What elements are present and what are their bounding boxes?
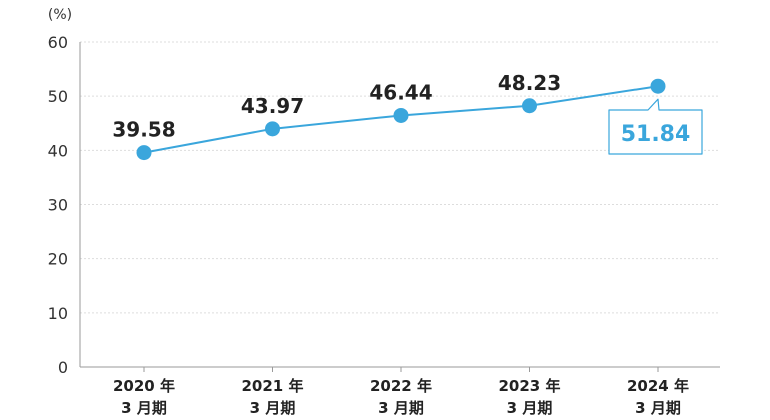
y-tick-label: 30 xyxy=(48,196,68,215)
x-category-period: 3 月期 xyxy=(121,399,167,417)
y-tick-label: 0 xyxy=(58,358,68,377)
data-point xyxy=(265,121,280,137)
data-point xyxy=(650,78,666,94)
data-label-highlight: 51.84 xyxy=(621,122,691,147)
y-unit-label: (%) xyxy=(48,7,72,23)
axes xyxy=(79,42,720,372)
y-tick-label: 20 xyxy=(48,250,68,269)
data-point xyxy=(522,98,537,114)
x-category-period: 3 月期 xyxy=(635,399,681,417)
y-tick-label: 50 xyxy=(48,87,68,106)
callout-box xyxy=(608,98,703,155)
y-tick-label: 40 xyxy=(48,141,68,160)
x-category-year: 2020 年 xyxy=(113,377,175,395)
y-tick-label: 10 xyxy=(48,304,68,323)
data-label: 39.58 xyxy=(112,118,175,142)
data-label: 48.23 xyxy=(498,71,561,95)
y-tick-labels: 0 10 20 30 40 50 60 xyxy=(48,33,68,377)
data-point xyxy=(393,107,409,123)
x-category-year: 2023 年 xyxy=(499,377,561,395)
data-label: 46.44 xyxy=(369,80,432,104)
x-category-year: 2022 年 xyxy=(370,377,432,395)
data-point xyxy=(136,145,152,161)
y-tick-label: 60 xyxy=(48,33,68,52)
data-points xyxy=(136,78,666,161)
x-category-period: 3 月期 xyxy=(378,399,424,417)
data-label: 43.97 xyxy=(241,94,304,118)
x-category-period: 3 月期 xyxy=(250,399,296,417)
data-labels: 39.58 43.97 46.44 48.23 51.84 xyxy=(112,71,703,155)
x-category-year: 2021 年 xyxy=(242,377,304,395)
x-category-labels: 2020 年 3 月期 2021 年 3 月期 2022 年 3 月期 2023 年 3 月期… xyxy=(113,377,689,417)
x-category-period: 3 月期 xyxy=(507,399,553,417)
x-category-year: 2024 年 xyxy=(627,377,689,395)
